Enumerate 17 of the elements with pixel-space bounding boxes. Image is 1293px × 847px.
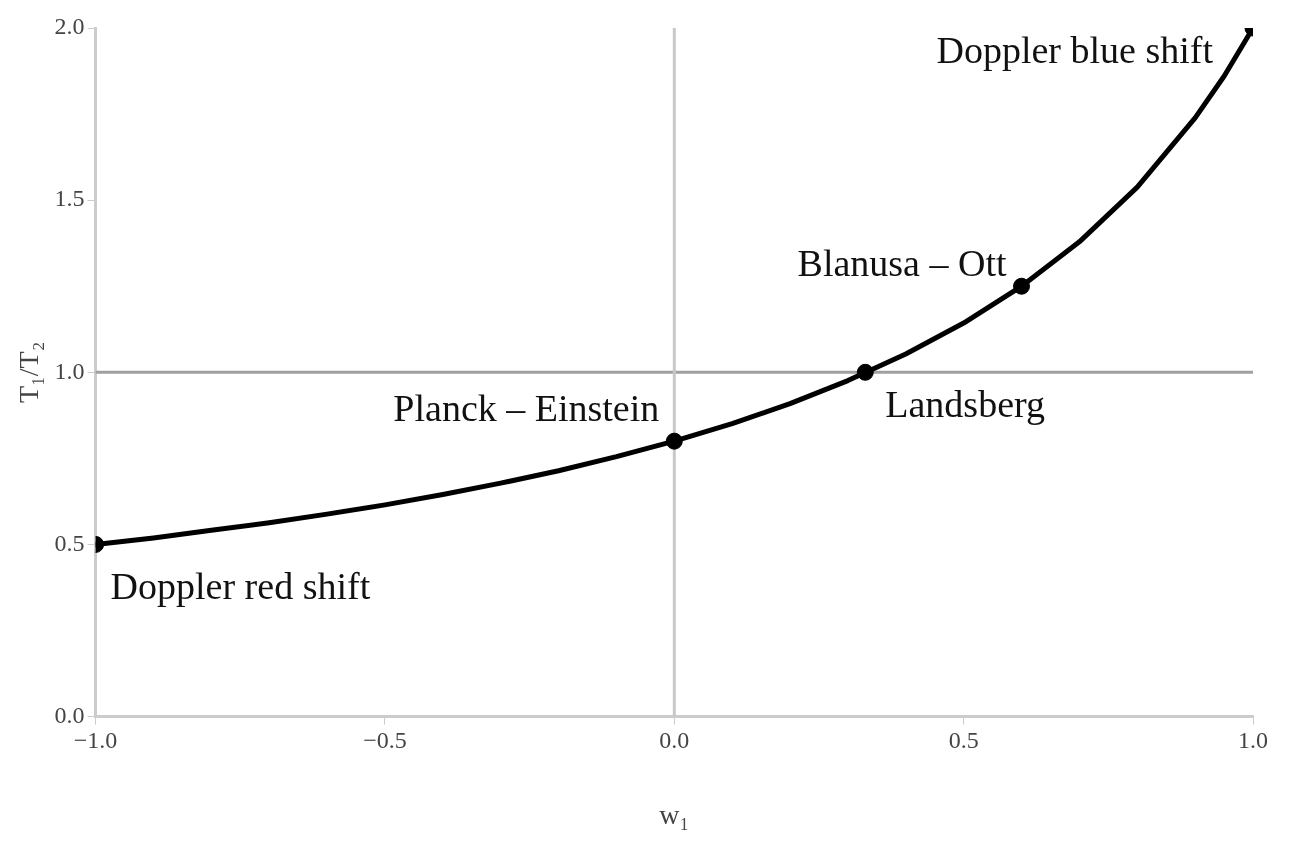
y-tick-label: 1.5 (54, 185, 85, 212)
annotation: Doppler red shift (110, 565, 371, 608)
x-axis-title: w₁ (659, 798, 690, 830)
x-tick-label: −0.5 (363, 727, 407, 754)
annotation: Landsberg (885, 383, 1045, 426)
x-tick-label: 0.0 (659, 727, 690, 754)
annotation: Planck – Einstein (393, 387, 660, 430)
annotation: Doppler blue shift (936, 29, 1214, 71)
x-tick-label: −1.0 (73, 727, 118, 754)
x-tick-label: 0.5 (948, 727, 979, 754)
y-tick-label: 2.0 (54, 13, 85, 40)
y-tick-label: 1.0 (54, 357, 85, 384)
x-tick-label: 1.0 (1238, 727, 1268, 754)
y-axis-title: T₁/T₂ (13, 341, 45, 404)
y-tick-label: 0.5 (54, 529, 85, 556)
annotation: Blanusa – Ott (797, 242, 1007, 285)
y-tick-label: 0.0 (54, 701, 85, 728)
